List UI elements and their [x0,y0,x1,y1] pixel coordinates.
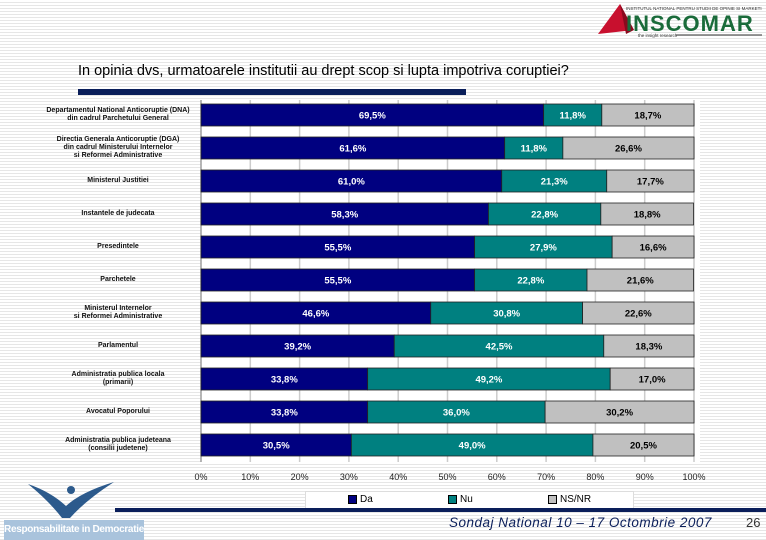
data-label: 39,2% [284,342,311,353]
x-tick-label: 10% [241,472,259,482]
data-label: 11,8% [560,111,587,122]
data-label: 20,5% [630,441,657,452]
category-label: Avocatul Poporului [86,408,150,415]
data-label: 33,8% [271,375,298,386]
data-label: 18,7% [634,111,661,122]
data-label: 27,9% [530,243,557,254]
data-label: 30,5% [263,441,290,452]
data-label: 22,8% [517,276,544,287]
x-tick-label: 20% [291,472,309,482]
bird-logo [26,478,116,525]
bar-segment-nsnr [601,103,695,127]
data-label: 22,8% [531,210,558,221]
chart-title: In opinia dvs, urmatoarele institutii au… [78,63,569,79]
bar-segment-nsnr [586,268,694,292]
data-label: 30,8% [493,309,520,320]
bar-segment-nsnr [544,400,695,424]
x-tick-label: 60% [488,472,506,482]
category-label: Directia Generala Anticoruptie (DGA) din … [56,136,180,159]
legend-swatch [548,495,557,504]
svg-text:INSCOMAR: INSCOMAR [626,11,754,36]
data-label: 17,0% [639,375,666,386]
bar-segment-nsnr [562,136,695,160]
data-label: 55,5% [324,243,351,254]
data-label: 21,6% [627,276,654,287]
bar-segment-nsnr [582,301,695,325]
data-label: 18,8% [634,210,661,221]
x-tick-label: 30% [340,472,358,482]
data-label: 30,2% [606,408,633,419]
legend-swatch [348,495,357,504]
bar-segment-nsnr [606,169,695,193]
x-tick-label: 50% [438,472,456,482]
data-label: 69,5% [359,111,386,122]
inscomar-logo: INSTITUTUL NATIONAL PENTRU STUDII DE OPI… [596,2,766,38]
svg-text:INSTITUTUL NATIONAL PENTRU STU: INSTITUTUL NATIONAL PENTRU STUDII DE OPI… [626,6,762,11]
category-label: Administratia publica judeteana (consilii… [65,437,171,452]
legend-item-nu: Nu [448,494,473,505]
legend-item-da: Da [348,494,373,505]
category-label: Ministerul Justitiei [87,177,149,184]
x-tick-label: 90% [636,472,654,482]
data-label: 61,6% [339,144,366,155]
survey-caption: Sondaj National 10 – 17 Octombrie 2007 [449,515,712,530]
svg-text:the insight research: the insight research [638,33,678,38]
category-label: Parlamentul [97,342,139,349]
legend-item-nsnr: NS/NR [548,494,591,505]
data-label: 16,6% [640,243,667,254]
category-label: Administratia publica locala (primarii) [71,371,165,386]
data-label: 33,8% [271,408,298,419]
legend-swatch [448,495,457,504]
bar-segment-nsnr [611,235,695,259]
data-label: 55,5% [324,276,351,287]
footer-logo-text: Responsabilitate in Democratie [4,520,144,540]
page-number: 26 [746,515,761,530]
bar-segment-nsnr [592,433,695,457]
x-tick-label: 70% [537,472,555,482]
data-label: 42,5% [486,342,513,353]
data-label: 26,6% [615,144,642,155]
category-label: Ministerul Internelor si Reformei Adminis… [73,305,163,320]
category-label: Instantele de judecata [81,210,155,217]
data-label: 49,2% [475,375,502,386]
data-label: 49,0% [459,441,486,452]
data-label: 36,0% [443,408,470,419]
data-label: 22,6% [625,309,652,320]
x-tick-label: 100% [682,472,705,482]
title-underline [78,89,466,95]
legend: Da Nu NS/NR [305,491,634,509]
bar-segment-nsnr [609,367,695,391]
footer-divider [115,508,766,512]
data-label: 18,3% [635,342,662,353]
bar-segment-nsnr [603,334,695,358]
x-tick-label: 40% [389,472,407,482]
category-label: Presedintele [97,243,139,250]
x-tick-label: 80% [586,472,604,482]
category-label: Departamentul National Anticoruptie (DNA… [46,107,190,122]
data-label: 21,3% [541,177,568,188]
data-label: 58,3% [331,210,358,221]
category-label: Parchetele [100,276,136,283]
x-tick-label: 0% [194,472,207,482]
data-label: 61,0% [338,177,365,188]
data-label: 11,8% [521,144,548,155]
bar-segment-nsnr [600,202,694,226]
data-label: 46,6% [302,309,329,320]
data-label: 17,7% [637,177,664,188]
